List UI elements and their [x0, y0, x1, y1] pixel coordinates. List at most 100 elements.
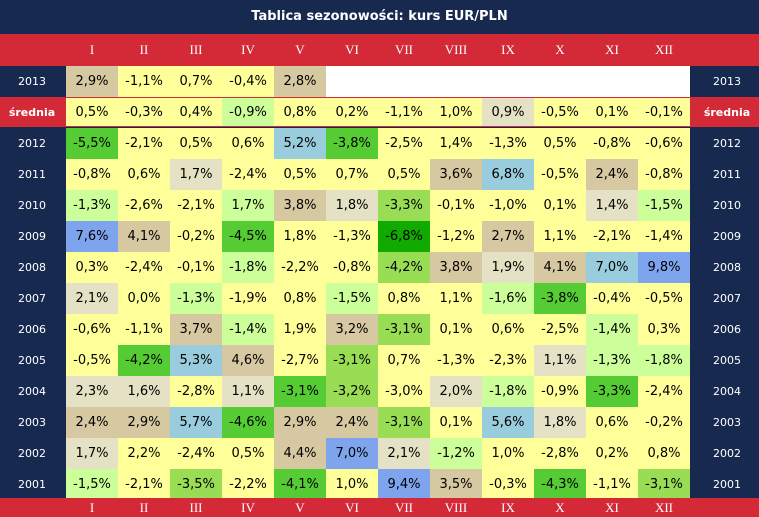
year-2006-label-right: 2006 — [713, 323, 741, 336]
cell-2002-xii: 0,8% — [638, 438, 690, 469]
cell-2009-v: 1,8% — [274, 221, 326, 252]
cell-2007-ii: 0,0% — [118, 283, 170, 314]
cell-2010-ii: -2,6% — [118, 190, 170, 221]
cell-2006-xii: 0,3% — [638, 314, 690, 345]
cell-average-i: 0,5% — [66, 98, 118, 126]
cell-2012-iv: 0,6% — [222, 128, 274, 159]
header-top-month-iii: III — [189, 42, 203, 57]
cell-2005-i: -0,5% — [66, 345, 118, 376]
cell-2010-xii: -1,5% — [638, 190, 690, 221]
cell-average-xi: 0,1% — [586, 98, 638, 126]
header-bottom-month-xi: XI — [605, 499, 619, 515]
year-2004-label-left: 2004 — [18, 385, 46, 398]
cell-2010-iv: 1,7% — [222, 190, 274, 221]
header-bottom-month-vii: VII — [394, 499, 414, 515]
cell-2008-vii: -4,2% — [378, 252, 430, 283]
year-2013-label-left: 2013 — [18, 75, 46, 88]
cell-2002-xi: 0,2% — [586, 438, 638, 469]
cell-2006-v: 1,9% — [274, 314, 326, 345]
cell-average-v: 0,8% — [274, 98, 326, 126]
empty-months-2013 — [326, 66, 690, 97]
cell-2004-iv: 1,1% — [222, 376, 274, 407]
header-top-month-xi: XI — [605, 42, 619, 57]
cell-2008-ix: 1,9% — [482, 252, 534, 283]
cell-2011-xii: -0,8% — [638, 159, 690, 190]
cell-2008-ii: -2,4% — [118, 252, 170, 283]
header-bottom-month-ix: IX — [501, 499, 515, 515]
cell-2007-iv: -1,9% — [222, 283, 274, 314]
year-2009-label-left: 2009 — [18, 230, 46, 243]
average-label-left: średnia — [8, 105, 56, 119]
cell-2012-x: 0,5% — [534, 128, 586, 159]
cell-2007-i: 2,1% — [66, 283, 118, 314]
cell-2005-xi: -1,3% — [586, 345, 638, 376]
year-2012-label-right: 2012 — [713, 137, 741, 150]
cell-2009-ii: 4,1% — [118, 221, 170, 252]
cell-2001-i: -1,5% — [66, 469, 118, 500]
header-top-month-vi: VI — [345, 42, 359, 57]
cell-2007-x: -3,8% — [534, 283, 586, 314]
cell-2008-xii: 9,8% — [638, 252, 690, 283]
cell-2003-x: 1,8% — [534, 407, 586, 438]
cell-2002-iii: -2,4% — [170, 438, 222, 469]
year-2011-label-right: 2011 — [713, 168, 741, 181]
cell-2002-v: 4,4% — [274, 438, 326, 469]
year-2005-label-right: 2005 — [713, 354, 741, 367]
header-bottom-month-iii: III — [189, 499, 203, 515]
year-2004-label-right: 2004 — [713, 385, 741, 398]
cell-2002-i: 1,7% — [66, 438, 118, 469]
cell-average-iv: -0,9% — [222, 98, 274, 126]
year-2001-label-right: 2001 — [713, 478, 741, 491]
cell-2008-i: 0,3% — [66, 252, 118, 283]
cell-2006-i: -0,6% — [66, 314, 118, 345]
cell-2012-vii: -2,5% — [378, 128, 430, 159]
cell-2012-ix: -1,3% — [482, 128, 534, 159]
year-2001-label-left: 2001 — [18, 478, 46, 491]
cell-2007-vi: -1,5% — [326, 283, 378, 314]
cell-2008-v: -2,2% — [274, 252, 326, 283]
cell-2004-vi: -3,2% — [326, 376, 378, 407]
cell-2011-x: -0,5% — [534, 159, 586, 190]
cell-2006-iv: -1,4% — [222, 314, 274, 345]
header-bottom-month-ii: II — [139, 499, 149, 515]
cell-2009-iv: -4,5% — [222, 221, 274, 252]
cell-2001-vii: 9,4% — [378, 469, 430, 500]
cell-2011-ix: 6,8% — [482, 159, 534, 190]
cell-2008-iv: -1,8% — [222, 252, 274, 283]
year-2008-label-right: 2008 — [713, 261, 741, 274]
cell-2009-i: 7,6% — [66, 221, 118, 252]
cell-2001-ii: -2,1% — [118, 469, 170, 500]
year-2003-label-right: 2003 — [713, 416, 741, 429]
year-2007-label-right: 2007 — [713, 292, 741, 305]
cell-2002-ii: 2,2% — [118, 438, 170, 469]
year-2007-label-left: 2007 — [18, 292, 46, 305]
year-2008-label-left: 2008 — [18, 261, 46, 274]
cell-2008-x: 4,1% — [534, 252, 586, 283]
cell-2006-vi: 3,2% — [326, 314, 378, 345]
cell-2009-ix: 2,7% — [482, 221, 534, 252]
cell-2011-iii: 1,7% — [170, 159, 222, 190]
cell-2013-iii: 0,7% — [170, 66, 222, 97]
cell-2004-xii: -2,4% — [638, 376, 690, 407]
cell-2012-ii: -2,1% — [118, 128, 170, 159]
cell-2007-v: 0,8% — [274, 283, 326, 314]
cell-2013-i: 2,9% — [66, 66, 118, 97]
cell-2011-vi: 0,7% — [326, 159, 378, 190]
cell-2010-vii: -3,3% — [378, 190, 430, 221]
cell-2007-vii: 0,8% — [378, 283, 430, 314]
cell-2003-xii: -0,2% — [638, 407, 690, 438]
cell-2002-iv: 0,5% — [222, 438, 274, 469]
year-2011-label-left: 2011 — [18, 168, 46, 181]
cell-2003-iii: 5,7% — [170, 407, 222, 438]
cell-2011-ii: 0,6% — [118, 159, 170, 190]
cell-2010-iii: -2,1% — [170, 190, 222, 221]
cell-2003-iv: -4,6% — [222, 407, 274, 438]
header-bottom-month-x: X — [555, 499, 565, 515]
month-header-bottom: I II III IV V VI VII VIII IX X XI XII — [0, 498, 759, 517]
cell-average-vii: -1,1% — [378, 98, 430, 126]
header-bottom-month-vi: VI — [345, 499, 359, 515]
year-2002-label-left: 2002 — [18, 447, 46, 460]
cell-2007-xi: -0,4% — [586, 283, 638, 314]
cell-2005-vii: 0,7% — [378, 345, 430, 376]
